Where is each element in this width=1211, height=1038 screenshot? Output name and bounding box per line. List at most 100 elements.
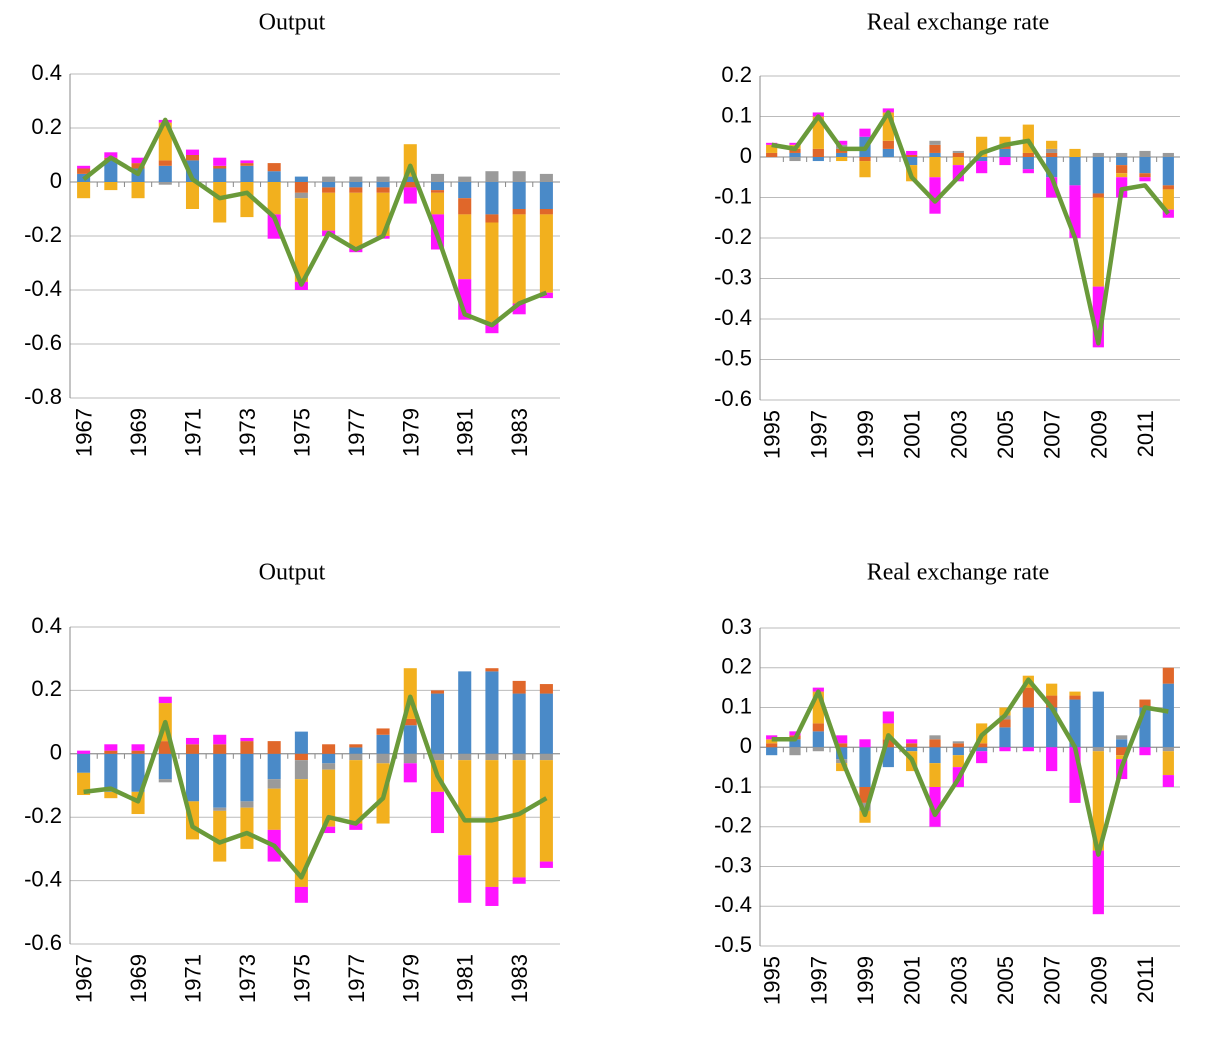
bar-segment (104, 744, 118, 751)
bar-segment (1092, 152, 1104, 157)
chart-panel: Real exchange rate -0.5 -0.4 -0.3 -0.2 -0.1 0 0… (714, 560, 1180, 1005)
bar-segment (267, 788, 281, 830)
bar-segment (1162, 185, 1174, 190)
bar-segment (976, 157, 988, 162)
bar-segment (158, 753, 172, 780)
bar-segment (185, 182, 200, 209)
bar-segment (859, 787, 871, 803)
x-tick-label: 1967 (72, 954, 97, 1003)
bar-segment (458, 176, 472, 182)
x-tick-label: 1999 (853, 956, 878, 1005)
bar-segment (512, 760, 526, 878)
y-tick-label: -0.5 (714, 932, 752, 957)
bar-segment (812, 723, 824, 732)
bar-segment (836, 763, 848, 772)
bar-segment (952, 747, 964, 756)
chart-panel: Output -0.6 -0.4 -0.2 0 0.2 0.4 1967 1969 1971 197… (24, 560, 560, 1003)
bar-segment (104, 182, 118, 191)
y-tick-label: -0.4 (24, 866, 62, 891)
bar-segment (349, 176, 363, 182)
bar-segment (213, 734, 227, 745)
x-tick-label: 2009 (1086, 956, 1111, 1005)
bar-segment (131, 163, 145, 169)
bar-segment (240, 801, 254, 808)
bar-segment (539, 693, 553, 754)
bar-segment (485, 760, 499, 887)
bar-segment (1116, 157, 1128, 166)
bar-segment (929, 735, 941, 740)
y-tick-label: -0.1 (714, 773, 752, 798)
x-tick-label: 2007 (1040, 410, 1065, 459)
bar-segment (1022, 152, 1034, 157)
bar-segment (1022, 169, 1034, 174)
bar-segment (240, 160, 254, 164)
bar-segment (485, 171, 499, 182)
bar-segment (766, 743, 778, 748)
bar-segment (789, 142, 801, 145)
bar-segment (1069, 185, 1081, 238)
bar-segment (458, 855, 472, 903)
bar-segment (294, 760, 308, 780)
line (771, 677, 1169, 857)
y-tick-label: 0.2 (31, 676, 62, 701)
bar-segment (1069, 157, 1081, 186)
bar-segment (430, 753, 445, 761)
chart-title: Output (259, 10, 326, 36)
bar-segment (1046, 152, 1058, 157)
bar-segment (458, 182, 472, 199)
bar-segment (539, 173, 553, 182)
bar-segment (952, 165, 964, 182)
bar-segment (1162, 775, 1174, 787)
bar-segment (267, 741, 281, 754)
bar-segment (322, 187, 336, 193)
bar-segment (512, 214, 526, 304)
bar-segment (1046, 140, 1058, 149)
bar-segment (77, 165, 91, 169)
x-tick-label: 1979 (398, 954, 423, 1003)
line (82, 117, 548, 328)
bar-segment (322, 744, 336, 754)
bar-segment (349, 744, 363, 748)
bar-segment (976, 136, 988, 157)
x-tick-label: 2011 (1133, 956, 1158, 1003)
bar-segment (512, 171, 526, 182)
bar-segment (131, 157, 145, 164)
y-tick-label: -0.3 (714, 852, 752, 877)
bar-segment (859, 747, 871, 787)
bar-segment (294, 192, 308, 199)
bar-segment (906, 743, 918, 748)
bar-segment (322, 176, 336, 182)
y-tick-label: -0.6 (24, 330, 62, 355)
x-tick-label: 1975 (289, 954, 314, 1003)
bar-segment (512, 693, 526, 754)
bar-segment (929, 152, 941, 157)
bar-segment (430, 192, 445, 215)
y-tick-label: 0 (50, 740, 62, 765)
bar-segment (77, 182, 91, 199)
bar-segment (952, 743, 964, 748)
bar-segment (1046, 157, 1058, 178)
x-tick-label: 1983 (507, 954, 532, 1003)
bar-segment (906, 154, 918, 157)
bar-segment (512, 877, 526, 884)
bar-segment (952, 755, 964, 768)
y-tick-label: 0 (50, 168, 62, 193)
bar-segment (267, 753, 281, 780)
y-tick-label: -0.8 (24, 384, 62, 409)
bar-segment (1092, 157, 1104, 194)
y-tick-label: -0.4 (24, 276, 62, 301)
bar-segment (213, 744, 227, 754)
bar-segment (349, 187, 363, 193)
bar-segment (77, 753, 91, 773)
chart-title: Real exchange rate (867, 560, 1050, 586)
bar-segment (294, 753, 308, 761)
bar-segment (952, 150, 964, 153)
bar-segment (1139, 177, 1151, 182)
bar-segment (294, 176, 308, 182)
bar-segment (952, 152, 964, 157)
bar-segment (512, 680, 526, 694)
bar-segment (1092, 286, 1104, 348)
bar-segment (403, 182, 417, 188)
bar-segment (929, 140, 941, 145)
bar-segment (1069, 699, 1081, 748)
